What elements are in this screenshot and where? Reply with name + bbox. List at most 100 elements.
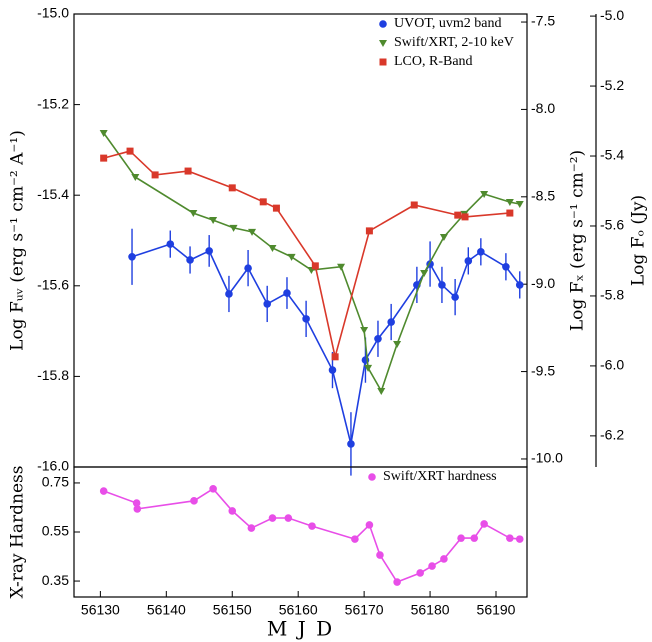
series-line <box>103 150 510 358</box>
marker <box>457 534 465 542</box>
y3-tick-label: -6.0 <box>600 357 624 373</box>
marker <box>131 174 140 182</box>
marker <box>166 240 175 248</box>
marker <box>506 534 514 542</box>
x-tick-label: 56190 <box>477 602 516 618</box>
marker <box>268 514 277 522</box>
marker <box>464 257 473 265</box>
marker <box>328 366 337 374</box>
y2-tick-label: -8.0 <box>531 100 555 116</box>
marker <box>283 289 291 297</box>
plot-frame <box>73 13 528 468</box>
marker <box>416 569 424 577</box>
marker <box>477 248 485 256</box>
marker <box>126 147 134 155</box>
marker <box>374 335 382 343</box>
marker <box>272 204 280 212</box>
x-tick-label: 56130 <box>81 602 120 618</box>
y-tick-label: 0.55 <box>42 523 69 539</box>
x-axis-label: M J D <box>267 617 334 641</box>
marker <box>506 209 514 217</box>
y-tick-label: -15.4 <box>37 186 69 202</box>
legend-marker <box>379 58 387 66</box>
y3-tick-label: -5.0 <box>600 7 624 23</box>
y-tick-label: -15.0 <box>37 5 69 21</box>
marker <box>480 520 488 528</box>
y-axis-label: Log Fᵤᵥ (erg s⁻¹ cm⁻² A⁻¹) <box>8 130 28 351</box>
marker <box>287 253 296 261</box>
marker <box>438 281 446 289</box>
y2-tick-label: -10.0 <box>531 450 563 466</box>
x-tick-label: 56170 <box>345 602 384 618</box>
marker <box>505 199 514 207</box>
marker <box>515 200 524 208</box>
marker <box>470 534 479 542</box>
marker <box>376 551 384 559</box>
series-line <box>131 243 521 445</box>
marker <box>99 487 108 495</box>
marker <box>244 264 252 272</box>
marker <box>393 340 402 348</box>
y-tick-label: 0.75 <box>42 474 69 490</box>
marker <box>263 300 272 308</box>
marker <box>428 562 436 570</box>
marker <box>209 217 218 225</box>
legend-label: Swift/XRT hardness <box>383 469 497 484</box>
y2-tick-label: -9.5 <box>531 362 555 378</box>
marker <box>347 440 355 448</box>
x-tick-label: 56160 <box>279 602 318 618</box>
marker <box>128 253 136 261</box>
marker <box>184 167 192 175</box>
x-tick-label: 56150 <box>213 602 252 618</box>
y-tick-label: -15.2 <box>37 95 69 111</box>
y-tick-label: -15.6 <box>37 277 69 293</box>
marker <box>284 514 293 522</box>
marker <box>186 256 194 264</box>
legend-marker <box>368 473 376 481</box>
marker <box>331 353 339 361</box>
marker <box>515 535 524 543</box>
y-axis-label: X-ray Hardness <box>8 466 28 599</box>
marker <box>454 211 462 219</box>
plot-frame <box>73 466 528 598</box>
marker <box>461 213 469 221</box>
marker <box>364 364 373 372</box>
y2-tick-label: -7.5 <box>531 13 555 29</box>
marker <box>228 507 237 515</box>
marker <box>377 387 386 395</box>
marker <box>515 281 524 289</box>
marker <box>302 315 310 323</box>
marker <box>420 270 429 278</box>
marker <box>439 234 448 242</box>
y2-axis-label: Log Fₓ (erg s⁻¹ cm⁻²) <box>568 150 588 331</box>
marker <box>360 326 369 334</box>
marker <box>99 130 108 138</box>
marker <box>393 578 401 586</box>
marker <box>151 171 159 179</box>
marker <box>259 198 267 206</box>
marker <box>365 227 373 235</box>
marker <box>132 499 141 507</box>
y3-tick-label: -6.2 <box>600 427 624 443</box>
marker <box>365 521 374 529</box>
y-tick-label: 0.35 <box>42 572 69 588</box>
legend-marker <box>379 40 387 47</box>
marker <box>502 262 510 271</box>
y3-tick-label: -5.2 <box>600 77 624 93</box>
legend-label: LCO, R-Band <box>394 54 473 69</box>
marker <box>225 290 233 298</box>
marker <box>387 318 395 326</box>
marker <box>247 524 256 532</box>
series-line <box>103 132 520 393</box>
marker <box>190 497 198 505</box>
legend-marker <box>379 20 387 28</box>
marker <box>440 555 448 563</box>
marker <box>100 154 108 162</box>
marker <box>351 535 359 543</box>
marker <box>133 505 142 513</box>
marker <box>228 184 236 192</box>
series-line <box>103 487 520 583</box>
x-tick-label: 56180 <box>411 602 450 618</box>
x-tick-label: 56140 <box>147 602 186 618</box>
